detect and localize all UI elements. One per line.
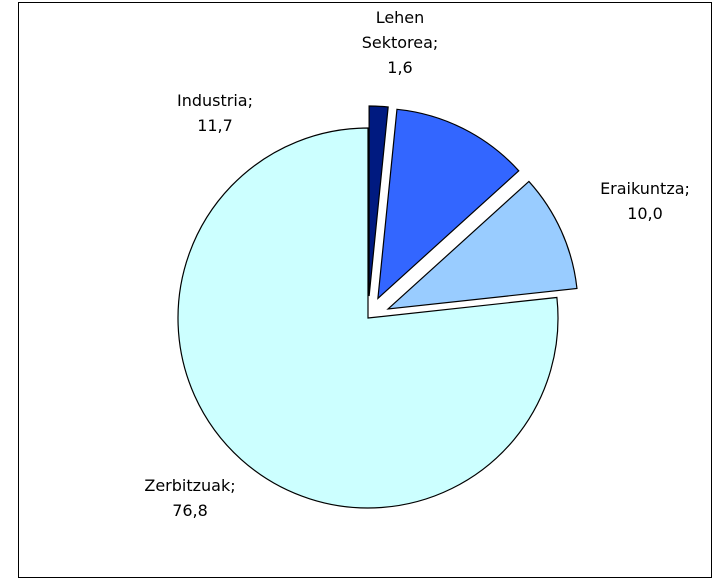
pie-slice	[377, 108, 520, 300]
value-label: 76,8	[172, 501, 208, 520]
slice-label: Zerbitzuak; 76,8	[90, 473, 290, 523]
slice-label: Eraikuntza; 10,0	[545, 176, 715, 226]
value-label: 11,7	[197, 116, 233, 135]
value-label: 1,6	[387, 58, 413, 77]
category-label: Eraikuntza;	[600, 179, 690, 198]
category-label: Lehen Sektorea;	[361, 8, 439, 52]
slice-label: Industria; 11,7	[115, 88, 315, 138]
slice-label: Lehen Sektorea; 1,6	[345, 5, 455, 80]
category-label: Zerbitzuak;	[144, 476, 236, 495]
value-label: 10,0	[627, 204, 663, 223]
pie-slice	[368, 105, 389, 297]
pie-slice	[386, 180, 578, 310]
category-label: Industria;	[177, 91, 253, 110]
pie-slice	[177, 127, 559, 509]
